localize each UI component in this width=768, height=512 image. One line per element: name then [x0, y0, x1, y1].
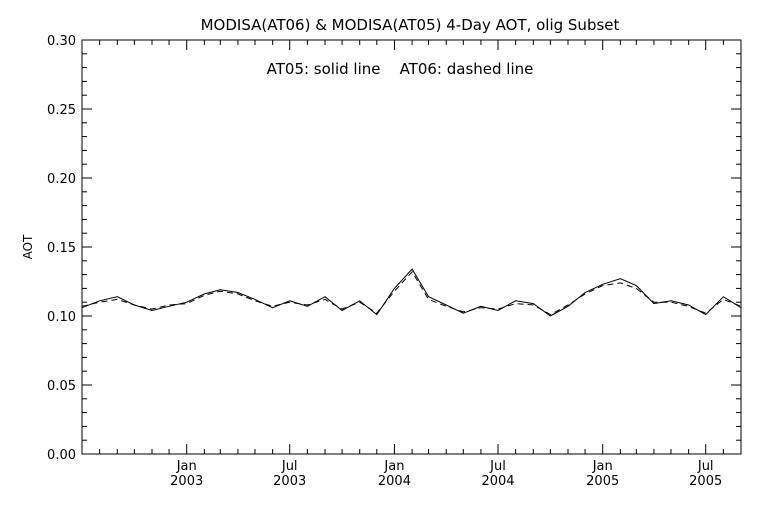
axis-tick-labels: 0.000.050.100.150.200.250.30Jan2003Jul20… — [47, 34, 722, 489]
y-tick-label: 0.05 — [47, 379, 76, 394]
x-tick-label-month: Jul — [489, 459, 506, 474]
x-tick-label-year: 2003 — [170, 474, 203, 489]
y-tick-label: 0.30 — [47, 34, 76, 49]
x-tick-label-month: Jan — [383, 459, 404, 474]
x-tick-label-year: 2004 — [378, 474, 411, 489]
series-lines — [81, 268, 742, 317]
series-line-at06 — [81, 270, 742, 316]
chart-title: MODISA(AT06) & MODISA(AT05) 4-Day AOT, o… — [201, 16, 620, 34]
y-axis-label: AOT — [21, 234, 35, 259]
x-tick-label-month: Jan — [176, 459, 197, 474]
y-tick-label: 0.10 — [47, 310, 76, 325]
x-tick-label-year: 2005 — [689, 474, 722, 489]
y-tick-label: 0.15 — [47, 241, 76, 256]
x-tick-label-month: Jan — [592, 459, 613, 474]
series-style-annotation: AT05: solid line AT06: dashed line — [267, 60, 534, 78]
x-tick-label-month: Jul — [697, 459, 714, 474]
x-tick-label-year: 2005 — [586, 474, 619, 489]
x-tick-label-month: Jul — [281, 459, 298, 474]
plot-frame — [81, 39, 742, 455]
x-tick-label-year: 2004 — [481, 474, 514, 489]
axis-ticks — [81, 39, 742, 455]
y-tick-label: 0.25 — [47, 103, 76, 118]
x-tick-label-year: 2003 — [273, 474, 306, 489]
y-tick-label: 0.20 — [47, 172, 76, 187]
series-line-at05 — [81, 268, 742, 317]
y-tick-label: 0.00 — [47, 448, 76, 463]
